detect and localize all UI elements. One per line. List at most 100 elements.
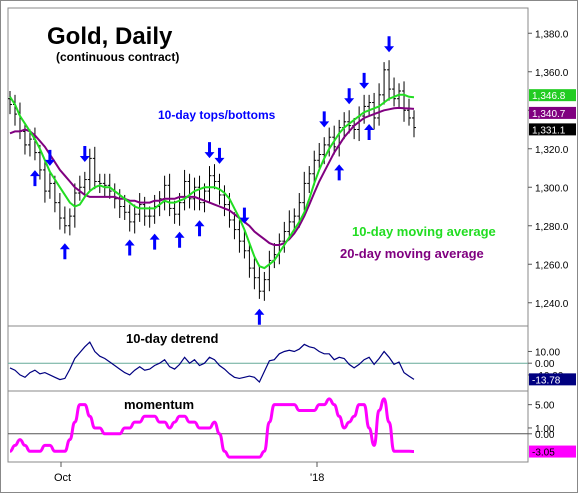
price-bar — [77, 175, 82, 201]
bottom-arrow — [194, 220, 205, 237]
y-tick-label: 1,320.0 — [535, 145, 569, 156]
price-bar — [247, 243, 252, 278]
price-bar — [412, 110, 416, 138]
price-bar — [257, 266, 262, 299]
bottom-arrow — [29, 170, 40, 187]
price-bar — [367, 94, 372, 117]
price-bars — [8, 60, 416, 301]
price-bar — [182, 169, 187, 211]
bottom-arrow — [334, 164, 345, 181]
bottom-arrow — [149, 233, 160, 250]
price-bar — [222, 185, 227, 217]
y-tick-label: 1,260.0 — [535, 260, 569, 271]
price-bar — [372, 92, 377, 130]
badge-ma20: 1,340.7 — [532, 109, 566, 120]
top-arrow — [384, 36, 395, 53]
price-bar — [187, 173, 192, 209]
top-arrow — [204, 142, 215, 159]
price-bar — [177, 193, 182, 226]
price-bar — [237, 219, 242, 253]
price-bar — [292, 208, 297, 232]
price-bar — [42, 160, 47, 203]
price-bar — [52, 175, 57, 213]
price-bar — [317, 142, 322, 168]
price-bar — [192, 177, 197, 211]
price-bar — [347, 110, 352, 134]
price-bar — [267, 250, 272, 292]
price-bar — [387, 60, 392, 101]
price-bar — [327, 127, 332, 157]
price-bar — [212, 164, 217, 190]
price-bar — [172, 200, 177, 224]
price-bar — [312, 150, 317, 186]
y-tick-label: 5.00 — [535, 401, 555, 412]
price-bar — [242, 229, 247, 259]
y-tick-label: 1,360.0 — [535, 68, 569, 79]
price-bar — [62, 206, 67, 234]
price-bar — [47, 171, 52, 199]
top-arrow — [44, 149, 55, 166]
price-bar — [282, 221, 287, 253]
detrend-panel — [8, 341, 528, 384]
price-bar — [67, 208, 72, 236]
price-bar — [407, 98, 412, 126]
bottom-arrow — [174, 231, 185, 248]
momentum-line — [9, 397, 415, 459]
y-tick-label: 10.00 — [535, 347, 560, 358]
price-bar — [107, 173, 112, 199]
tops-bottoms-annotation: 10-day tops/bottoms — [158, 108, 276, 122]
moving-average-lines — [9, 93, 415, 270]
price-bar — [8, 91, 12, 115]
price-badges: 1,346.8 1,340.7 1,331.1 -13.78 -3.05 — [529, 89, 576, 459]
top-arrow — [344, 88, 355, 105]
y-tick-label: 1.00 — [535, 424, 555, 435]
badge-detrend-bg — [529, 373, 576, 386]
price-bar — [287, 210, 292, 240]
badge-ma20-bg — [529, 106, 576, 119]
ma20-annotation: 20-day moving average — [340, 246, 484, 261]
price-bar — [57, 193, 62, 230]
price-bar — [82, 171, 87, 197]
detrend-line — [9, 341, 415, 384]
bottom-arrow — [59, 243, 70, 260]
price-bar — [252, 258, 257, 290]
badge-detrend: -13.78 — [532, 375, 561, 386]
price-bar — [392, 77, 397, 107]
price-bar — [127, 204, 132, 232]
price-bar — [97, 173, 102, 194]
top-arrow — [79, 146, 90, 162]
price-bar — [232, 212, 237, 240]
top-bottom-arrows — [29, 36, 395, 325]
top-arrow — [319, 111, 330, 128]
price-bar — [197, 175, 202, 211]
price-bar — [102, 173, 107, 197]
price-bar — [207, 166, 212, 203]
ma20-line — [9, 106, 415, 246]
bottom-arrow — [254, 308, 265, 325]
top-arrow — [359, 72, 370, 89]
y-tick-label: 1,280.0 — [535, 222, 569, 233]
y-tick-label: 1,240.0 — [535, 299, 569, 310]
y-tick-label: 0.00 — [535, 430, 555, 441]
x-tick-oct: Oct — [54, 472, 71, 484]
price-bar — [167, 173, 172, 217]
price-bar — [132, 204, 137, 234]
badge-last-price-bg — [529, 123, 576, 136]
bottom-arrow — [364, 123, 375, 140]
y-tick-label: 0.00 — [535, 359, 555, 370]
price-bar — [382, 62, 387, 105]
chart-title: Gold, Daily — [47, 23, 173, 50]
y-tick-label: 1,380.0 — [535, 29, 569, 40]
chart-subtitle: (continuous contract) — [56, 50, 179, 64]
badge-last-price: 1,331.1 — [532, 125, 566, 136]
momentum-panel — [8, 397, 528, 459]
price-bar — [377, 83, 382, 126]
price-bar — [307, 166, 312, 194]
price-bar — [147, 206, 152, 228]
price-bar — [87, 148, 92, 192]
ma10-line — [9, 93, 415, 270]
bottom-arrow — [124, 239, 135, 256]
detrend-label: 10-day detrend — [126, 331, 219, 346]
momentum-panel-frame — [7, 390, 529, 463]
